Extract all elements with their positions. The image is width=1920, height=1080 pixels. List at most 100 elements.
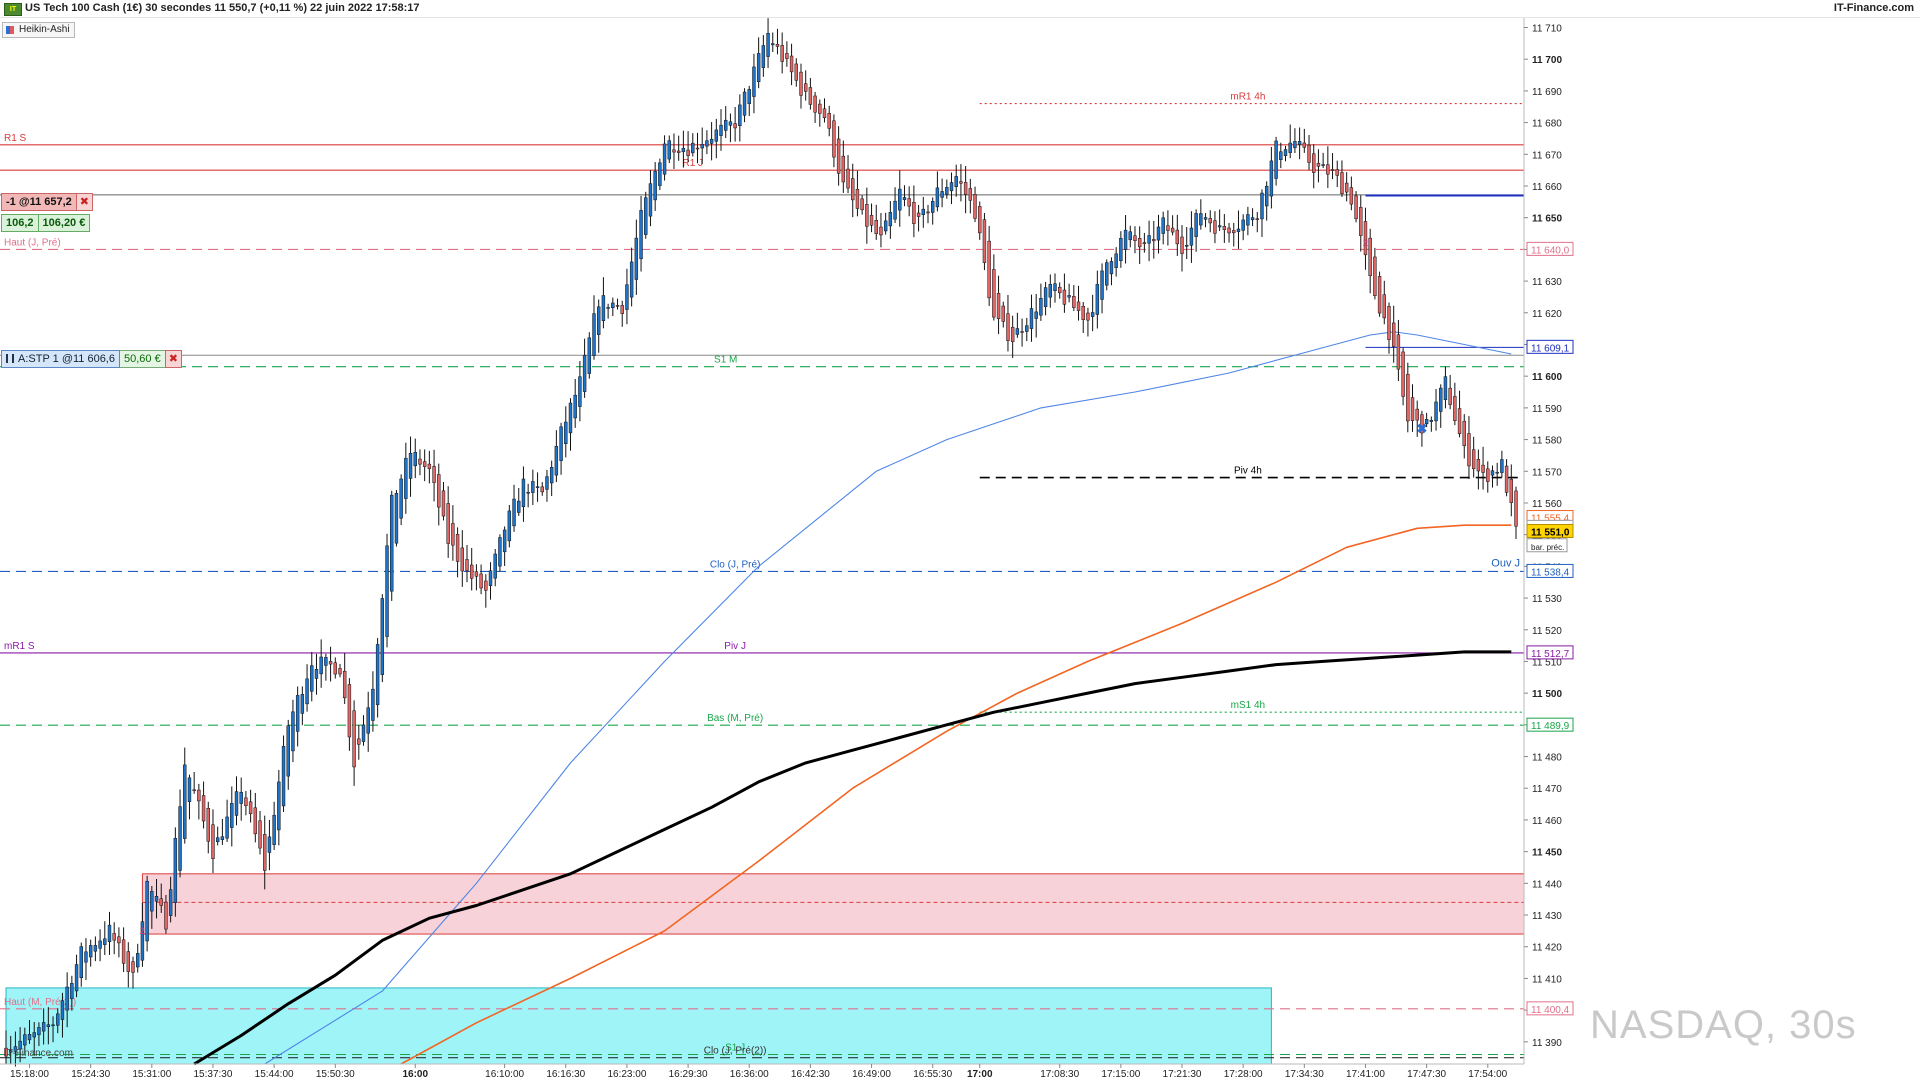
instrument-logo: IT [4, 3, 22, 16]
ema-orange-line [400, 524, 1512, 1065]
y-tick-label: 11 460 [1532, 816, 1562, 827]
price-tag [1526, 538, 1568, 553]
x-tick-label: 17:41:00 [1346, 1069, 1385, 1080]
candle-body [879, 226, 883, 236]
candle-body [422, 461, 427, 467]
y-tick-label: 11 590 [1532, 404, 1562, 415]
candle-body [263, 834, 267, 871]
candle-body [1283, 149, 1288, 156]
trade-marker: 2 [140, 926, 145, 936]
candle-body [1476, 459, 1481, 472]
x-tick-label: 17:00 [967, 1069, 993, 1080]
candle-body [789, 55, 794, 73]
candle-body [982, 219, 987, 263]
candles-layer: 2 2 ✖ [4, 18, 1518, 1067]
levels-layer: R1 S R1 J Haut (J, Pré) mR1 4h S1 M Piv 4h Clo… [0, 92, 1524, 1059]
x-tick-label: 17:08:30 [1040, 1069, 1079, 1080]
candle-body [1208, 218, 1212, 224]
candle-body [488, 570, 493, 586]
candle-body [32, 1032, 36, 1038]
level-price-tag [1526, 563, 1574, 578]
candle-body [963, 182, 968, 195]
candle-body [813, 95, 817, 113]
candle-body [676, 150, 681, 153]
x-tick-label: 17:21:30 [1163, 1069, 1202, 1080]
candle-body [258, 820, 262, 849]
candle-body [1269, 160, 1274, 197]
candle-body [700, 144, 704, 149]
candle-body [916, 212, 921, 217]
candle-body [239, 791, 243, 804]
candle-body [818, 103, 822, 114]
candle-body [695, 147, 700, 150]
candle-body [681, 147, 686, 153]
candle-body [324, 657, 328, 666]
candle-body [601, 295, 606, 321]
candle-body [935, 187, 940, 208]
limit-order-label[interactable]: -1 @11 657,2 [1, 193, 77, 211]
cancel-stop-order-button[interactable]: ✖ [164, 350, 182, 368]
candle-body [1307, 144, 1311, 163]
candle-body [437, 474, 441, 508]
candle-body [620, 305, 624, 314]
candle-body [1500, 459, 1504, 473]
candle-body [1420, 414, 1424, 434]
candle-body [1373, 256, 1377, 297]
candle-body [752, 66, 756, 97]
candle-body [761, 45, 766, 68]
candle-body [474, 571, 479, 577]
candle-body [150, 891, 154, 912]
level-label: Haut (J, Pré) [4, 237, 61, 248]
candle-body [451, 523, 455, 546]
price-tag-text: 11 555,4 [1531, 514, 1570, 525]
y-tick-label: 11 510 [1532, 657, 1562, 668]
stop-order-label[interactable]: A:STP 1 @11 606,6 [1, 350, 120, 368]
candle-body [18, 1040, 22, 1050]
candle-body [328, 661, 333, 665]
trade-marker: ✖ [1416, 421, 1427, 436]
candle-body [1279, 151, 1283, 160]
cancel-limit-order-button[interactable]: ✖ [75, 193, 93, 211]
candle-body [996, 293, 1001, 319]
stop-order-tag[interactable]: A:STP 1 @11 606,6 50,60 € ✖ [1, 350, 182, 368]
candle-body [187, 777, 192, 802]
chart-style-badge[interactable]: Heikin-Ashi [2, 22, 75, 38]
candle-body [1509, 478, 1513, 503]
candle-body [220, 836, 225, 840]
candle-body [1312, 153, 1316, 173]
candle-body [1137, 237, 1142, 248]
candle-body [978, 206, 982, 234]
level-price-tag [1526, 717, 1574, 732]
candle-body [1020, 331, 1024, 333]
x-tick-label: 15:50:30 [316, 1069, 355, 1080]
candle-body [926, 211, 930, 214]
candle-body [479, 573, 483, 589]
candle-body [342, 670, 347, 699]
candle-body [394, 492, 399, 544]
candle-body [940, 191, 944, 198]
sma-blue-line [264, 331, 1512, 1065]
candle-body [74, 964, 79, 992]
candle-body [286, 725, 290, 777]
candle-body [606, 307, 610, 309]
price-tag-text: 11 551,0 [1531, 527, 1570, 538]
candle-body [1194, 213, 1198, 237]
candle-body [1260, 192, 1264, 220]
candle-body [742, 91, 747, 116]
candle-body [766, 32, 770, 57]
candle-body [1034, 311, 1038, 319]
candle-body [1236, 228, 1241, 232]
candle-body [794, 63, 798, 81]
chart-header: IT US Tech 100 Cash (1€) 30 secondes 11 … [0, 0, 1920, 18]
level-label: Piv J [724, 641, 746, 652]
candle-body [883, 220, 888, 232]
candle-body [1443, 376, 1448, 401]
y-tick-label: 11 660 [1532, 182, 1562, 193]
candle-body [968, 188, 973, 201]
limit-order-tag[interactable]: -1 @11 657,2 ✖ [1, 193, 93, 211]
level-price-tag-text: 11 538,4 [1531, 567, 1570, 578]
candle-body [1288, 142, 1292, 153]
trade-marker: 2 [1363, 238, 1368, 248]
candle-body [371, 688, 375, 721]
